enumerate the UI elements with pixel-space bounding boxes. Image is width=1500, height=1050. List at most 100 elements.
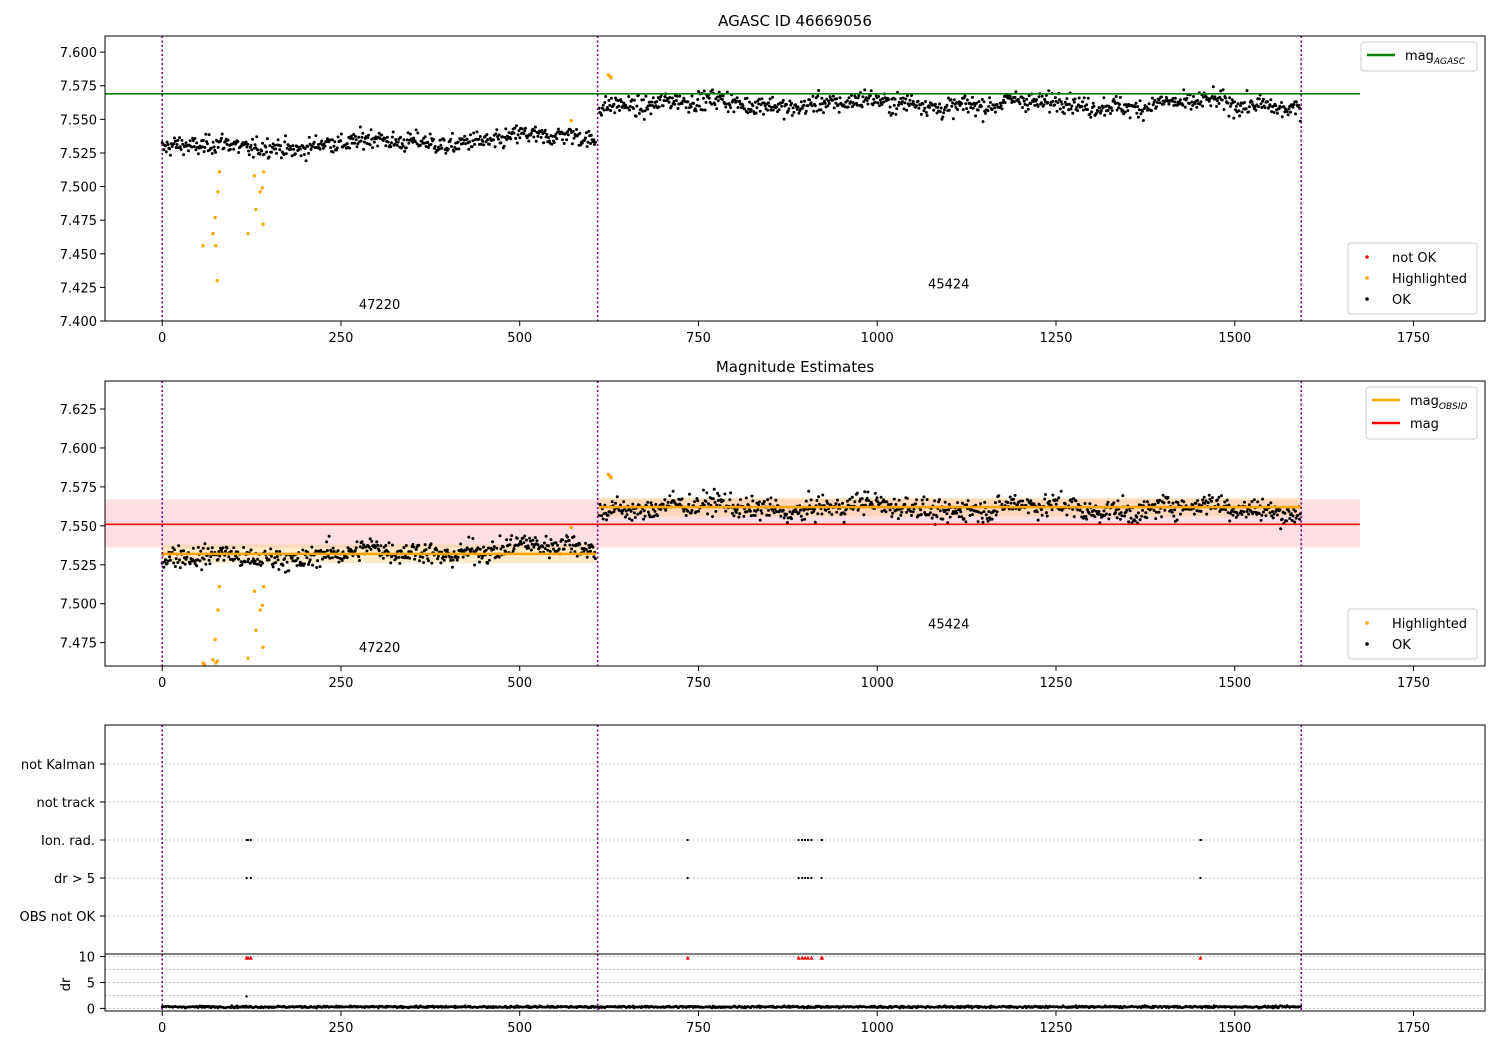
ok-point	[1085, 103, 1089, 107]
legend-box	[1360, 41, 1478, 72]
ok-point	[961, 501, 964, 505]
ok-point	[877, 95, 881, 98]
ok-point	[847, 96, 851, 100]
ok-point	[951, 101, 955, 105]
ok-point	[1008, 94, 1012, 98]
ok-point	[1230, 98, 1234, 102]
ok-point	[690, 509, 694, 512]
ok-point	[767, 104, 771, 108]
ok-point	[985, 517, 989, 521]
ok-point	[654, 104, 658, 108]
highlighted-point	[246, 656, 250, 660]
ok-point	[179, 549, 183, 553]
ok-point	[544, 135, 548, 139]
ok-point	[1166, 495, 1170, 499]
ok-point	[1129, 516, 1133, 520]
ok-point	[618, 109, 622, 112]
ok-point	[911, 100, 915, 103]
ok-point	[869, 89, 873, 93]
ok-point	[1171, 501, 1175, 505]
ok-point	[1160, 95, 1163, 99]
ok-point	[984, 111, 987, 115]
legend-marker-swatch	[1365, 276, 1369, 280]
ok-point	[196, 545, 200, 549]
highlighted-point	[254, 628, 258, 632]
ok-point	[1044, 93, 1048, 97]
dr-point	[377, 1006, 380, 1010]
highlighted-point	[202, 662, 207, 667]
ok-point	[672, 100, 676, 103]
ok-point	[979, 502, 983, 506]
ok-point	[532, 545, 536, 549]
ok-point	[487, 142, 491, 146]
ok-point	[1109, 112, 1112, 115]
ok-point	[331, 546, 335, 550]
ok-point	[406, 131, 410, 135]
ok-point	[348, 137, 352, 140]
ok-point	[1271, 516, 1275, 520]
ok-point	[413, 557, 417, 561]
ok-point	[958, 104, 962, 107]
ok-point	[617, 104, 621, 108]
ok-point	[457, 147, 461, 151]
ok-point	[1118, 103, 1121, 106]
ok-point	[900, 102, 904, 106]
ok-point	[1051, 493, 1055, 497]
ok-point	[1298, 106, 1302, 110]
ok-point	[646, 510, 650, 514]
ok-point	[668, 96, 672, 99]
ok-point	[408, 556, 412, 560]
ok-point	[846, 105, 850, 109]
ok-point	[1157, 510, 1161, 514]
ok-point	[696, 98, 700, 101]
ok-point	[1157, 98, 1161, 102]
ok-point	[249, 144, 253, 147]
ok-point	[1291, 514, 1295, 518]
ok-point	[498, 534, 502, 538]
ok-point	[168, 153, 172, 157]
ok-point	[1195, 105, 1199, 109]
ok-point	[876, 500, 880, 504]
ok-point	[890, 515, 894, 519]
ok-point	[628, 517, 631, 521]
ok-point	[424, 548, 428, 552]
ok-point	[1140, 514, 1144, 518]
ok-point	[1275, 513, 1279, 517]
ok-point	[536, 134, 540, 138]
ok-point	[673, 102, 677, 106]
ok-point	[1240, 110, 1244, 114]
x-tick-label: 250	[329, 1021, 354, 1036]
ok-point	[181, 561, 185, 565]
ok-point	[1113, 102, 1117, 105]
ok-point	[1093, 515, 1097, 519]
ok-point	[1268, 511, 1272, 515]
legend-marker-label: Highlighted	[1392, 272, 1467, 287]
ok-point	[1141, 119, 1145, 122]
ok-point	[556, 543, 560, 547]
ok-point	[982, 510, 986, 514]
highlighted-point	[262, 170, 266, 174]
ok-point	[210, 546, 214, 550]
ok-point	[947, 508, 950, 512]
ok-point	[855, 103, 859, 107]
ok-point	[1025, 103, 1029, 107]
ok-point	[917, 106, 921, 110]
x-tick-label: 1250	[1039, 331, 1072, 346]
ok-point	[768, 97, 772, 101]
ok-point	[639, 107, 643, 111]
ok-point	[1215, 104, 1219, 108]
ok-point	[632, 98, 636, 102]
flag-point	[810, 876, 813, 880]
ok-point	[473, 563, 477, 567]
ok-point	[1231, 513, 1235, 517]
ok-point	[524, 126, 527, 130]
ok-point	[901, 100, 904, 103]
ok-point	[1054, 502, 1058, 506]
ok-point	[331, 150, 335, 154]
ok-point	[620, 511, 624, 515]
ok-point	[1107, 517, 1111, 521]
ok-point	[1217, 495, 1221, 499]
ok-point	[1000, 502, 1004, 506]
ok-point	[1298, 517, 1302, 521]
ok-point	[222, 146, 226, 150]
